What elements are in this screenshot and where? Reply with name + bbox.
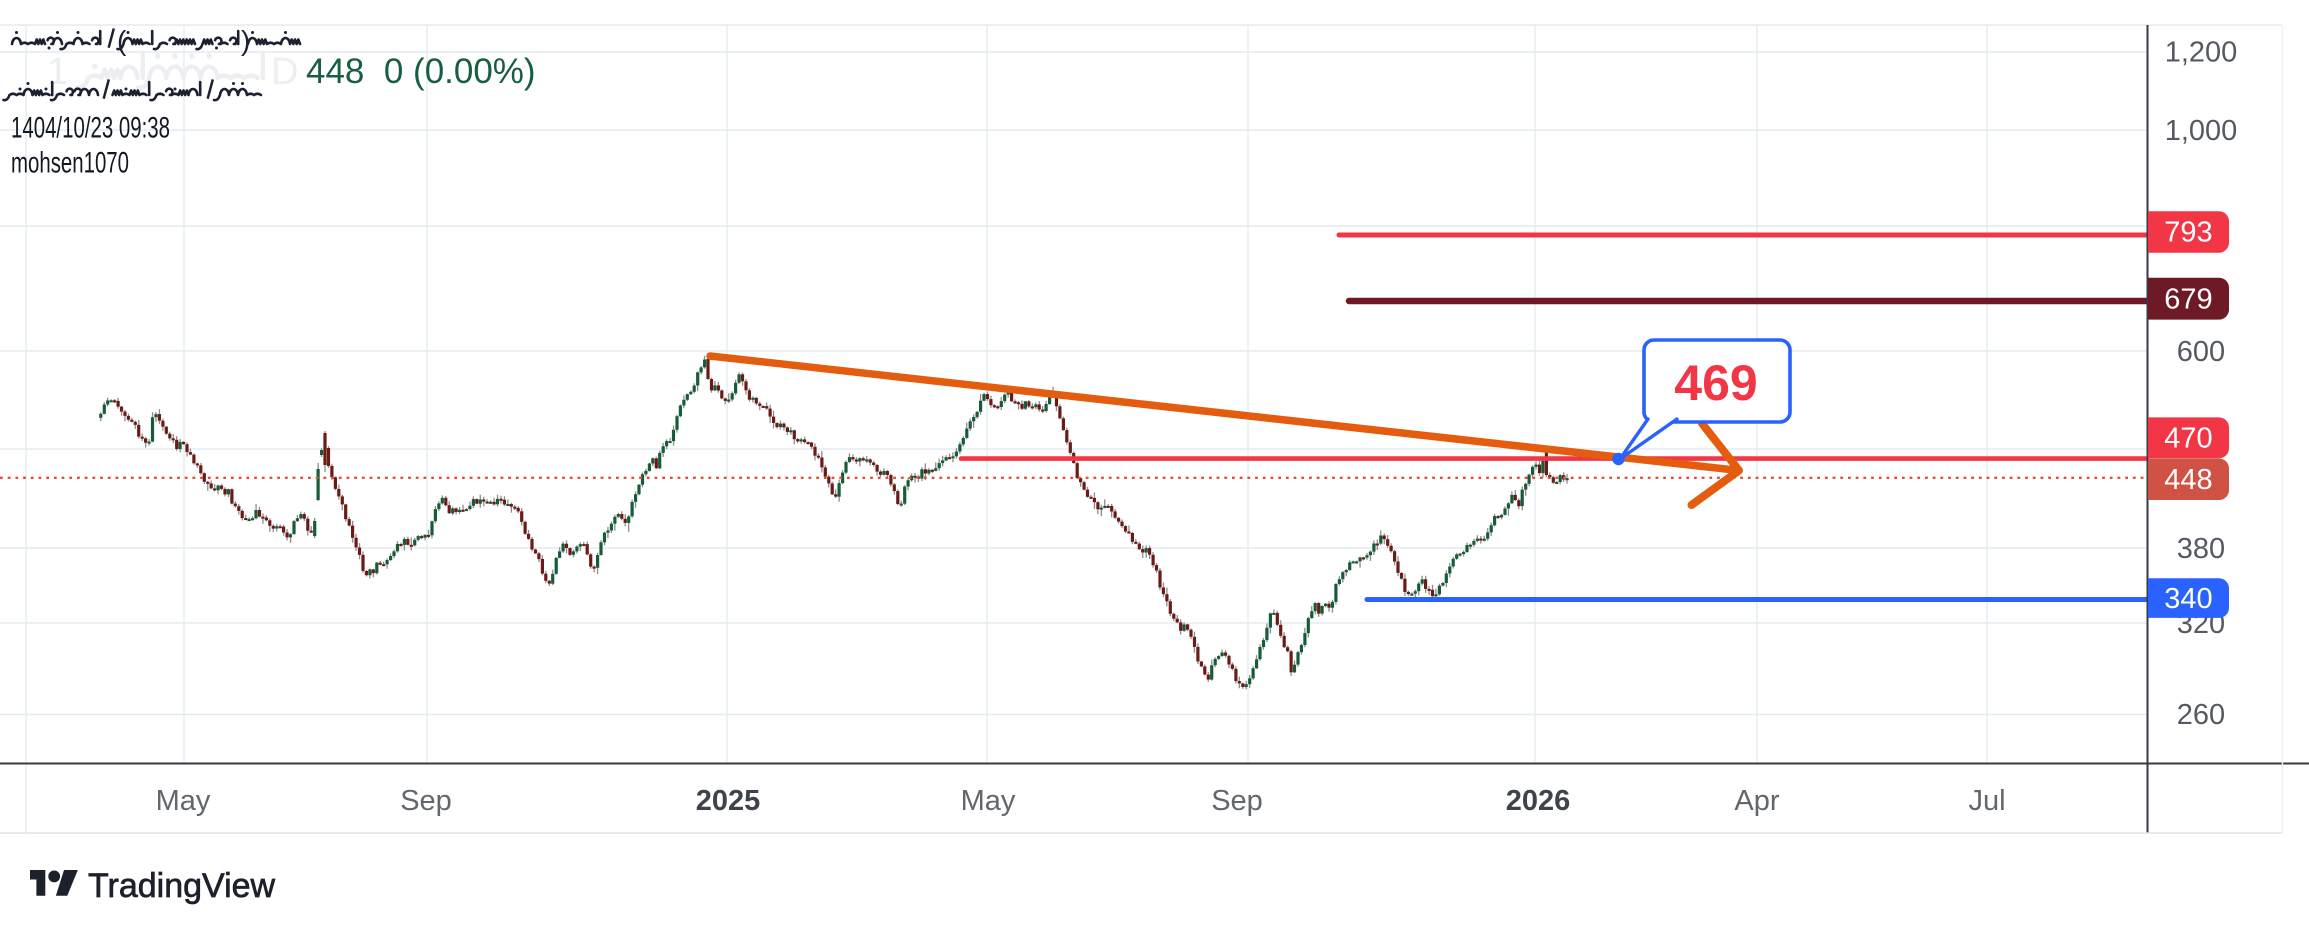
svg-text:793: 793 <box>2164 217 2212 249</box>
svg-text:470: 470 <box>2164 423 2212 455</box>
svg-text:May: May <box>156 785 211 817</box>
svg-text:448: 448 <box>2164 464 2212 496</box>
svg-text:469: 469 <box>1674 355 1757 411</box>
svg-text:679: 679 <box>2164 283 2212 315</box>
svg-text:1404/10/23 09:38: 1404/10/23 09:38 <box>11 112 170 145</box>
svg-text:Sep: Sep <box>400 785 452 817</box>
svg-text:Sep: Sep <box>1211 785 1263 817</box>
svg-text:): ) <box>241 25 250 56</box>
svg-text:1,000: 1,000 <box>2165 115 2238 147</box>
svg-text:Apr: Apr <box>1734 785 1779 817</box>
svg-text:2025: 2025 <box>696 785 761 817</box>
svg-text:mohsen1070: mohsen1070 <box>11 147 129 180</box>
svg-text:1: 1 <box>47 51 68 93</box>
svg-text:448 0 (0.00%): 448 0 (0.00%) <box>306 52 536 91</box>
svg-text:2026: 2026 <box>1506 785 1571 817</box>
svg-text:600: 600 <box>2177 336 2225 368</box>
svg-text:260: 260 <box>2177 699 2225 731</box>
svg-text:1,200: 1,200 <box>2165 37 2238 69</box>
svg-text:TradingView: TradingView <box>88 867 276 905</box>
svg-text:380: 380 <box>2177 533 2225 565</box>
svg-text:Jul: Jul <box>1968 785 2005 817</box>
svg-text:340: 340 <box>2164 583 2212 615</box>
svg-text:May: May <box>961 785 1016 817</box>
svg-text:(: ( <box>117 25 127 56</box>
svg-text:D: D <box>271 51 298 93</box>
